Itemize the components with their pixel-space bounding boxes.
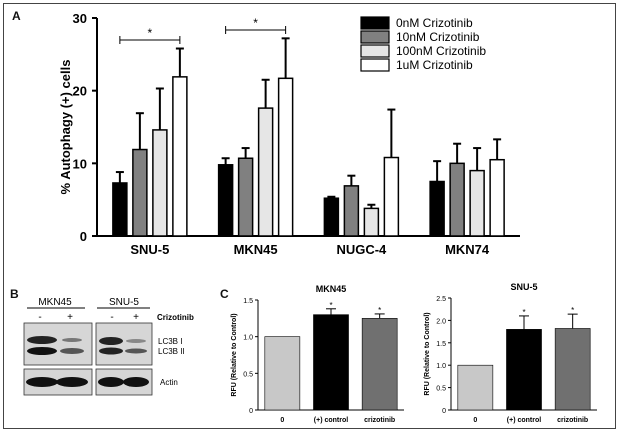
chart-c-mkn45-ytick-label-0: 0	[249, 408, 253, 415]
chart-c-mkn45-sig-1: *	[329, 301, 332, 310]
chart-a-bar-3-0	[429, 180, 445, 237]
chart-a-xtick-label-0: SNU-5	[130, 242, 169, 257]
chart-a-bar-3-3	[489, 158, 505, 237]
chart-c-mkn45-xtick-label-1: (+) control	[314, 417, 348, 424]
chart-a-bar-2-1	[343, 185, 360, 237]
chart-c-snu5-xtick-label-0: 0	[473, 417, 477, 424]
panel-label-c: C	[220, 287, 229, 301]
chart-c-snu5-sig-1: *	[522, 308, 525, 317]
chart-a-bar-3-2	[469, 169, 485, 237]
chart-a-bar-2-2	[363, 207, 380, 237]
band-lc3bii-lane4	[125, 348, 147, 354]
chart-a-legend-label-2: 100nM Crizotinib	[396, 44, 486, 58]
chart-c-mkn45-bar-0	[264, 336, 301, 411]
chart-a-legend-label-1: 10nM Crizotinib	[396, 30, 480, 44]
chart-c-snu5-xtick-label-2: crizotinib	[557, 417, 588, 424]
band-lc3bi-lane3	[99, 337, 123, 345]
chart-c-snu5-ytick-label-3: 1.5	[436, 341, 446, 348]
blot-group-label-snu5: SNU-5	[109, 297, 139, 308]
chart-a-ytick-label-0: 0	[80, 229, 87, 244]
chart-a-legend-swatch-0	[360, 16, 390, 30]
band-lc3bii-lane3	[99, 347, 123, 355]
band-actin-lane3	[98, 377, 124, 387]
chart-a-ytick-label-1: 10	[73, 156, 87, 171]
chart-c-snu5-ytick-label-4: 2.0	[436, 318, 446, 325]
chart-c-mkn45-ytick-label-3: 1.5	[243, 298, 253, 305]
chart-c-mkn45-ylabel: RFU (Relative to Control)	[231, 313, 238, 396]
chart-a-bar-1-3	[277, 77, 294, 237]
blot-group-label-mkn45: MKN45	[38, 297, 72, 308]
chart-a-bar-1-0	[217, 164, 234, 237]
panel-label-b: B	[10, 287, 19, 301]
chart-a-ytick-label-3: 30	[73, 11, 87, 26]
blot-label-actin: Actin	[160, 378, 178, 387]
chart-c-snu5-ytick-label-2: 1.0	[436, 363, 446, 370]
chart-c-mkn45-bar-1	[313, 314, 349, 411]
blot-sign-3: -	[110, 312, 113, 323]
figure-frame	[3, 3, 616, 429]
chart-c-snu5-sig-2: *	[571, 306, 574, 315]
chart-c-mkn45-ytick-label-1: 0.5	[243, 371, 253, 378]
chart-c-snu5-ylabel: RFU (Relative to Control)	[424, 312, 431, 395]
chart-a-legend-swatch-3	[360, 58, 390, 72]
chart-c-snu5-bar-1	[506, 329, 542, 411]
panel-label-a: A	[12, 9, 21, 23]
band-lc3bi-lane2	[62, 338, 82, 342]
chart-c-mkn45-title: MKN45	[316, 284, 347, 294]
chart-a-bar-3-1	[449, 162, 465, 237]
chart-c-mkn45-xtick-label-2: crizotinib	[364, 417, 395, 424]
chart-c-snu5-xtick-label-1: (+) control	[507, 417, 541, 424]
band-lc3bii-lane1	[27, 347, 57, 355]
band-actin-lane2	[56, 377, 88, 387]
blot-sign-1: -	[38, 312, 41, 323]
chart-a-bar-1-1	[237, 157, 254, 237]
chart-a-legend-swatch-1	[360, 30, 390, 44]
band-lc3bi-lane4	[126, 339, 146, 343]
chart-a-xtick-label-2: NUGC-4	[336, 242, 387, 257]
band-lc3bii-lane2	[60, 348, 84, 354]
chart-c-snu5-bar-2	[554, 328, 591, 411]
chart-a-sig-label-1: *	[253, 16, 258, 30]
blot-label-lc3bii: LC3B II	[158, 347, 185, 356]
chart-c-mkn45-ytick-label-2: 1.0	[243, 335, 253, 342]
chart-a-legend-label-0: 0nM Crizotinib	[396, 16, 473, 30]
chart-a-bar-1-2	[257, 107, 274, 237]
chart-a-legend-swatch-2	[360, 44, 390, 58]
blot-lc3b-mkn45	[23, 322, 93, 366]
chart-c-snu5-ytick-label-1: 0.5	[436, 386, 446, 393]
chart-a-xtick-label-3: MKN74	[445, 242, 490, 257]
band-lc3bi-lane1	[27, 336, 57, 344]
blot-label-lc3bi: LC3B I	[158, 337, 182, 346]
chart-a-bar-2-0	[323, 197, 340, 237]
chart-a-bar-0-3	[172, 76, 188, 237]
blot-sign-2: +	[67, 312, 73, 323]
chart-c-snu5-ytick-label-0: 0	[442, 408, 446, 415]
chart-c-mkn45-xtick-label-0: 0	[280, 417, 284, 424]
blot-treatment-label: Crizotinib	[157, 313, 194, 322]
chart-c-mkn45-sig-2: *	[378, 306, 381, 315]
band-actin-lane4	[123, 377, 149, 387]
chart-c-snu5-bar-0	[457, 364, 494, 411]
chart-c-mkn45-bar-2	[361, 318, 398, 411]
chart-c-mkn45: MKN45 0 0.5 1.0 1.5 RFU (Relative to Control)…	[231, 284, 404, 424]
chart-c-snu5: SNU-5 0 0.5 1.0 1.5 2.0 2.5 RFU (Relative to Co…	[424, 282, 597, 424]
chart-a: 0 10 20 30 % Autophagy (+) cells SNU-5 MKN45 NU…	[58, 11, 520, 257]
chart-a-bar-0-0	[112, 182, 128, 237]
chart-a-sig-label-0: *	[148, 26, 153, 40]
chart-a-ylabel: % Autophagy (+) cells	[58, 60, 73, 195]
western-blot: MKN45 SNU-5 - + - + Crizotinib LC3B I LC…	[23, 297, 194, 396]
band-actin-lane1	[26, 377, 58, 387]
blot-sign-4: +	[133, 312, 139, 323]
chart-a-xtick-label-1: MKN45	[234, 242, 278, 257]
chart-a-ytick-label-2: 20	[73, 84, 87, 99]
chart-c-snu5-ytick-label-5: 2.5	[436, 296, 446, 303]
chart-a-bar-0-1	[132, 148, 148, 237]
chart-c-snu5-title: SNU-5	[510, 282, 537, 292]
chart-a-bar-2-3	[383, 156, 400, 237]
chart-a-legend-label-3: 1uM Crizotinib	[396, 58, 473, 72]
chart-a-bar-0-2	[152, 129, 168, 237]
